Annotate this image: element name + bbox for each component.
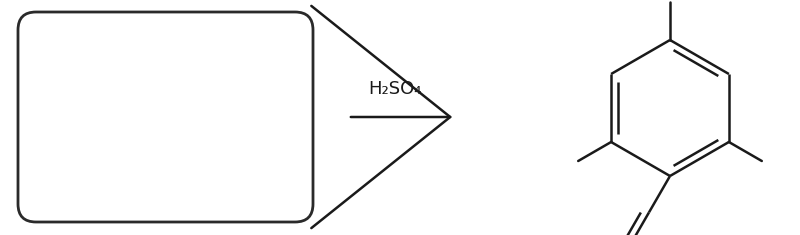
FancyBboxPatch shape (18, 12, 313, 222)
Text: H₂SO₄: H₂SO₄ (368, 80, 422, 98)
